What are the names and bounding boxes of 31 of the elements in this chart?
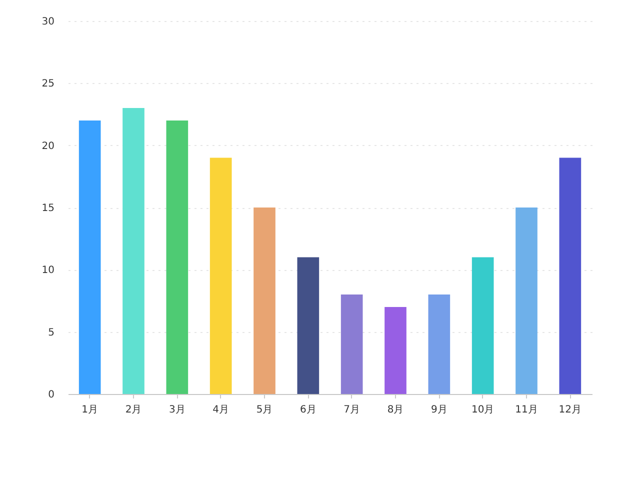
bar (210, 158, 232, 394)
bar (122, 108, 144, 394)
bar (516, 208, 538, 394)
y-tick-label: 25 (42, 78, 54, 90)
bar (384, 306, 406, 394)
bar (559, 158, 582, 394)
x-tick-label: 3月 (168, 404, 186, 416)
y-tick-label: 20 (42, 140, 54, 152)
bar (472, 257, 494, 394)
y-tick-label: 5 (48, 327, 54, 338)
bar (428, 294, 450, 394)
y-tick-label: 0 (48, 390, 54, 400)
y-tick-label: 30 (42, 16, 54, 28)
x-tick-label: 1月 (82, 404, 98, 416)
x-tick-label: 8月 (387, 404, 404, 416)
bar (78, 120, 101, 394)
y-tick-label: 15 (42, 203, 54, 214)
x-tick-label: 2月 (125, 404, 142, 416)
x-tick-label: 12月 (558, 404, 582, 416)
x-tick-label: 6月 (300, 404, 316, 416)
x-tick-label: 11月 (515, 404, 538, 416)
bar (254, 208, 276, 394)
y-tick-label: 10 (42, 265, 54, 276)
x-tick-label: 4月 (212, 404, 230, 416)
x-tick-label: 10月 (471, 404, 494, 416)
x-tick-label: 7月 (344, 404, 360, 416)
bar (297, 257, 320, 394)
bar (340, 294, 363, 394)
x-tick-label: 5月 (256, 404, 273, 416)
x-tick-label: 9月 (430, 404, 448, 416)
bar (166, 120, 188, 394)
